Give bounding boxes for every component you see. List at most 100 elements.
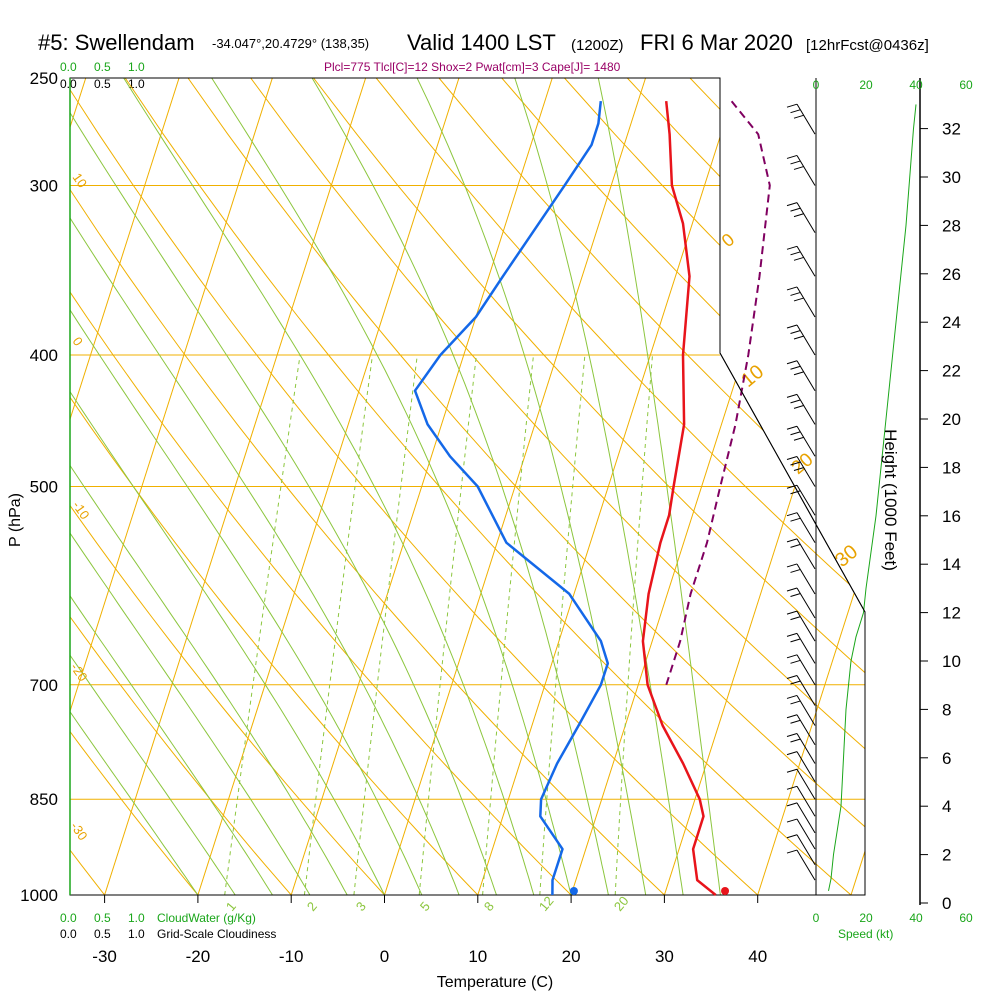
wind-barb: [786, 538, 816, 570]
barb-feather: [790, 330, 801, 334]
isotherm: [70, 78, 129, 895]
dry-adiabat: [70, 78, 223, 895]
wind-speed-profile: [828, 104, 917, 892]
barb-staff: [796, 733, 816, 764]
height-tick-8: 8: [942, 700, 951, 719]
wind-barb: [786, 751, 816, 782]
moist-adiabat: [70, 78, 460, 895]
barb-feather: [790, 638, 801, 643]
barb-feather: [790, 207, 801, 212]
panel-boundary: [719, 352, 866, 613]
wind-barb: [786, 768, 816, 800]
isotherm: [561, 78, 865, 895]
barb-feather: [786, 286, 798, 291]
mixing-ratio-line: [614, 354, 653, 895]
speed-tick-top-40: 40: [909, 78, 923, 92]
barb-feather: [786, 103, 798, 108]
dry-adiabat: [453, 78, 865, 895]
barb-staff: [796, 202, 816, 233]
height-tick-26: 26: [942, 265, 961, 284]
wind-panel: [719, 78, 921, 905]
isotherm: [281, 78, 595, 895]
moist-adiabat: [70, 78, 273, 895]
top-cloudiness-scale: 0.0 0.5 1.0: [60, 77, 145, 91]
height-tick-0: 0: [942, 894, 951, 913]
mixing-ratio-label: 5: [417, 899, 433, 914]
barb-feather: [786, 563, 798, 568]
wind-barb: [786, 834, 816, 866]
x-axis-label: Temperature (C): [437, 974, 553, 991]
wind-barb: [786, 286, 816, 318]
barb-feather: [793, 371, 805, 376]
height-tick-22: 22: [942, 362, 961, 381]
barb-staff: [796, 563, 816, 595]
barb-feather: [793, 114, 805, 119]
barb-staff: [796, 538, 816, 570]
temperature-tick-10: 10: [468, 947, 487, 966]
moist-adiabat: [70, 78, 423, 895]
speed-tick-top-20: 20: [859, 78, 873, 92]
dry-adiabat: [748, 78, 865, 895]
wind-barb: [786, 360, 816, 391]
barb-feather: [786, 654, 798, 659]
barb-feather: [786, 587, 798, 592]
wind-barb: [786, 849, 816, 881]
mixing-ratio-label: 12: [536, 893, 557, 914]
barb-feather: [786, 425, 798, 430]
barb-feather: [793, 436, 805, 441]
mixing-ratio-label: 3: [353, 899, 369, 914]
moist-adiabat: [416, 78, 647, 895]
barb-feather: [790, 568, 801, 573]
moist-adiabat-label: 0: [718, 229, 739, 251]
wind-barb: [786, 202, 816, 233]
barb-feather: [793, 467, 805, 471]
barb-feather: [786, 834, 798, 839]
barb-feather: [790, 659, 801, 664]
barb-feather: [786, 802, 798, 807]
isotherm: [748, 78, 865, 895]
barb-feather: [793, 297, 805, 302]
height-tick-12: 12: [942, 604, 961, 623]
height-tick-32: 32: [942, 120, 961, 139]
barb-feather: [786, 538, 798, 543]
wind-barb: [786, 610, 816, 642]
moist-adiabat: [70, 78, 199, 895]
dry-adiabat: [70, 78, 865, 895]
top-cl-0: 0.0: [60, 77, 77, 91]
bottom-cloud-scale: 0.0 0.5 1.0 CloudWater (g/Kg) 0.0 0.5 1.…: [60, 911, 276, 941]
mixing-ratio-label: 2: [304, 899, 320, 914]
moist-adiabat: [70, 78, 348, 895]
wind-barb: [786, 818, 816, 850]
sounding-series: [413, 100, 771, 896]
moist-adiabat-label: 30: [831, 541, 862, 572]
height-tick-18: 18: [942, 458, 961, 477]
barb-feather: [786, 849, 798, 854]
barb-staff: [796, 818, 816, 850]
height-tick-24: 24: [942, 313, 961, 332]
station-coords: -34.047°,20.4729° (138,35): [212, 36, 369, 51]
height-tick-28: 28: [942, 216, 961, 235]
height-tick-10: 10: [942, 652, 961, 671]
wind-barbs: [786, 103, 816, 881]
cloudiness-label: Grid-Scale Cloudiness: [157, 927, 276, 941]
dry-adiabat: [159, 78, 865, 895]
series-line-temperature: [641, 100, 717, 896]
barb-feather: [786, 785, 798, 790]
dry-adiabat: [100, 78, 865, 895]
mixing-ratio-label: 20: [611, 893, 632, 914]
temperature-tick--10: -10: [279, 947, 304, 966]
barb-staff: [796, 751, 816, 782]
height-tick-14: 14: [942, 555, 961, 574]
barb-feather: [790, 365, 801, 370]
moist-adiabat: [311, 78, 609, 895]
barb-feather: [786, 733, 798, 737]
height-tick-30: 30: [942, 168, 961, 187]
barb-feather: [790, 517, 801, 522]
wind-barb: [786, 425, 816, 457]
moist-adiabat: [514, 78, 684, 895]
bottom-cl-0: 0.0: [60, 927, 77, 941]
wind-barb: [786, 512, 816, 543]
temperature-tick--30: -30: [92, 947, 117, 966]
barb-staff: [796, 802, 816, 834]
